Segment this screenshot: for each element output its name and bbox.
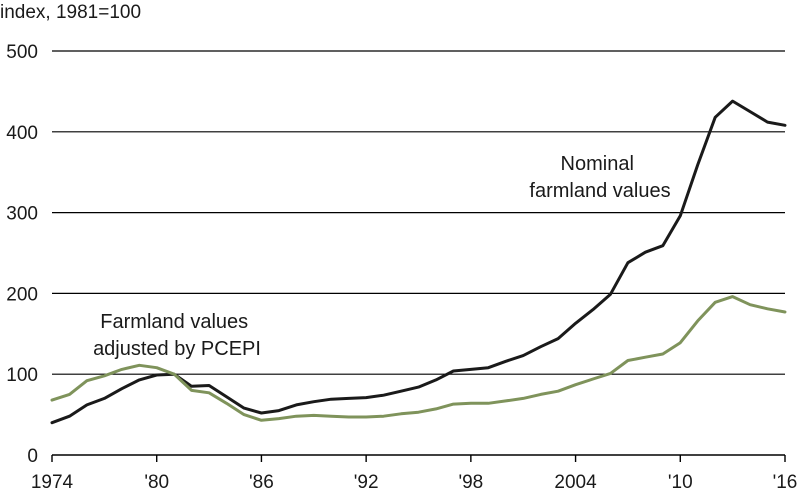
x-tick-label: '10 (668, 472, 693, 493)
x-tick-label: '80 (144, 472, 169, 493)
y-axis-tick-labels: 0 100 200 300 400 500 (6, 42, 38, 467)
y-tick-label: 100 (6, 365, 38, 386)
adjusted-series-line (50, 295, 787, 422)
y-tick-label: 400 (6, 123, 38, 144)
adjusted-label-line-2: adjusted by PCEPI (93, 338, 261, 360)
adjusted-series-label: Farmland values adjusted by PCEPI (93, 311, 261, 360)
nominal-label-line-2: farmland values (529, 180, 670, 202)
y-tick-label: 0 (27, 446, 38, 467)
gridlines (52, 50, 785, 456)
y-tick-label: 500 (6, 42, 38, 63)
x-tick-label: '92 (354, 472, 379, 493)
x-tick-label: '86 (249, 472, 274, 493)
y-axis-title: index, 1981=100 (0, 2, 141, 23)
adjusted-label-line-1: Farmland values (100, 311, 248, 333)
y-tick-label: 300 (6, 204, 38, 225)
x-axis: 1974 '80 '86 '92 '98 2004 '10 '16 (31, 455, 798, 493)
nominal-series-label: Nominal farmland values (529, 153, 670, 202)
x-tick-label: 2004 (554, 472, 597, 493)
series-lines (50, 99, 787, 425)
nominal-label-line-1: Nominal (561, 153, 634, 175)
x-tick-label: '16 (773, 472, 798, 493)
x-tick-label: 1974 (31, 472, 74, 493)
y-tick-label: 200 (6, 284, 38, 305)
x-tick-label: '98 (458, 472, 483, 493)
